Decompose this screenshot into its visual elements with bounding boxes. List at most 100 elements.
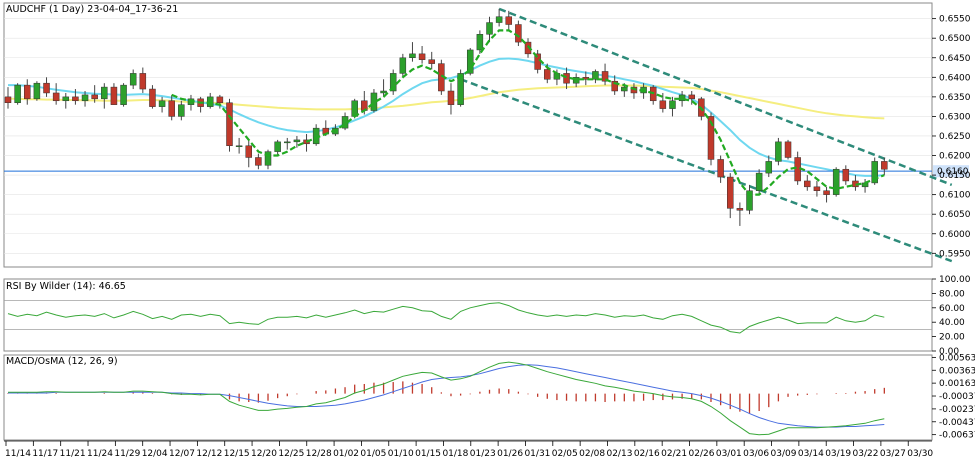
candle-body [4,96,12,103]
trend-channel[interactable] [460,7,953,263]
channel-upper-line [498,7,953,187]
candle-bear [659,92,667,113]
current-price-label: 0.6160 [937,167,969,177]
candle-body [62,96,70,102]
candle-bull [264,149,272,170]
candle-bear [43,77,50,97]
time-tick-label: 03/19 [825,449,851,459]
time-tick-label: 01/10 [388,449,414,459]
time-tick-label: 11/24 [87,449,113,459]
price-tick-label: 0.6100 [939,191,971,201]
main-panel[interactable]: AUDCHF (1 Day) 23-04-04_17-36-21 0.6160 … [3,2,971,268]
candle-body [842,168,850,182]
candle-body [428,59,435,64]
macd-panel-frame [3,354,933,441]
candle-body [476,34,484,51]
price-tick-label: 0.6150 [939,171,971,181]
candle-bear [139,67,147,93]
candle-body [380,90,387,94]
candle-bear [688,91,695,105]
time-axis: 11/14 11/17 11/21 11/24 11/29 12/04 12/07 12/12… [4,440,933,459]
macd-tick-label: 0.00163 [939,379,975,389]
time-tick-label: 03/30 [907,449,933,459]
macd-lines [8,361,885,436]
candle-body [669,100,676,109]
macd-panel[interactable]: MACD/OsMA (12, 26, 9) 0.00563 0.00363 0.00… [3,353,975,441]
candle-bull [746,184,753,215]
candle-body [91,94,98,100]
candle-body [823,190,830,195]
time-tick-label: 01/02 [333,449,359,459]
price-tick-label: 0.6200 [939,152,971,162]
candle-body [727,176,734,209]
candle-body [101,86,108,100]
candle-body [466,49,474,74]
candle-body [409,53,416,59]
candle-body [505,16,513,25]
candle-body [399,57,407,74]
candle-bull [486,16,493,43]
macd-tick-label: 0.00363 [939,366,975,376]
candle-body [255,157,262,166]
candle-bear [72,89,79,105]
candle-bear [727,173,734,219]
candle-bear [515,20,522,47]
candle-body [178,104,185,117]
candle-body [601,71,609,82]
price-tick-label: 0.6300 [939,112,971,122]
candle-bull [765,155,773,178]
support-line[interactable]: 0.6160 [4,165,969,178]
candle-bear [784,139,792,160]
candle-body [235,145,243,148]
time-tick-label: 12/20 [251,449,277,459]
rsi-tick-label: 60.00 [939,304,965,314]
candle-bull [274,139,281,156]
macd-title: MACD/OsMA (12, 26, 9) [6,356,118,367]
candle-body [832,168,840,195]
candle-bull [832,167,840,197]
candle-bear [255,153,262,170]
candle-bear [245,139,252,168]
time-tick-label: 02/16 [634,449,660,459]
chart-title: AUDCHF (1 Day) 23-04-04_17-36-21 [6,4,178,15]
candle-bear [149,85,156,109]
candle-body [168,100,175,117]
macd-path [8,361,885,436]
candle-body [418,53,426,60]
time-tick-label: 01/26 [497,449,523,459]
rsi-line [7,302,885,334]
candle-bull [871,157,878,185]
candle-body [110,86,118,105]
candle-bull [409,42,416,62]
time-tick-label: 02/05 [552,449,578,459]
candle-bear [110,83,118,105]
macd-tick-label: 0.00563 [939,353,975,363]
candle-body [284,141,291,144]
time-tick-label: 02/08 [579,449,605,459]
time-tick-label: 02/21 [661,449,687,459]
time-tick-label: 01/31 [524,449,550,459]
time-tick-label: 03/09 [771,449,797,459]
candle-bull [101,83,108,109]
candle-bull [495,8,503,27]
candle-bull [389,69,397,95]
time-tick-label: 12/07 [169,449,195,459]
candle-body [717,159,724,178]
candle-bull [81,91,89,107]
price-tick-label: 0.6250 [939,132,971,142]
candle-body [813,186,821,191]
candle-body [611,80,618,92]
rsi-panel[interactable]: RSI By Wilder (14): 46.65 100.00 80.00 60.… [3,275,971,357]
price-tick-label: 0.6000 [939,230,971,240]
candle-body [149,88,156,107]
candle-bull [284,137,291,150]
candle-body [544,69,551,80]
time-tick-label: 01/18 [442,449,468,459]
rsi-tick-label: 40.00 [939,318,965,328]
candle-bull [476,30,484,54]
time-tick-label: 12/12 [196,449,222,459]
candle-body [139,73,147,90]
price-tick-label: 0.6350 [939,93,971,103]
candle-bull [380,79,387,97]
candle-body [274,141,281,152]
